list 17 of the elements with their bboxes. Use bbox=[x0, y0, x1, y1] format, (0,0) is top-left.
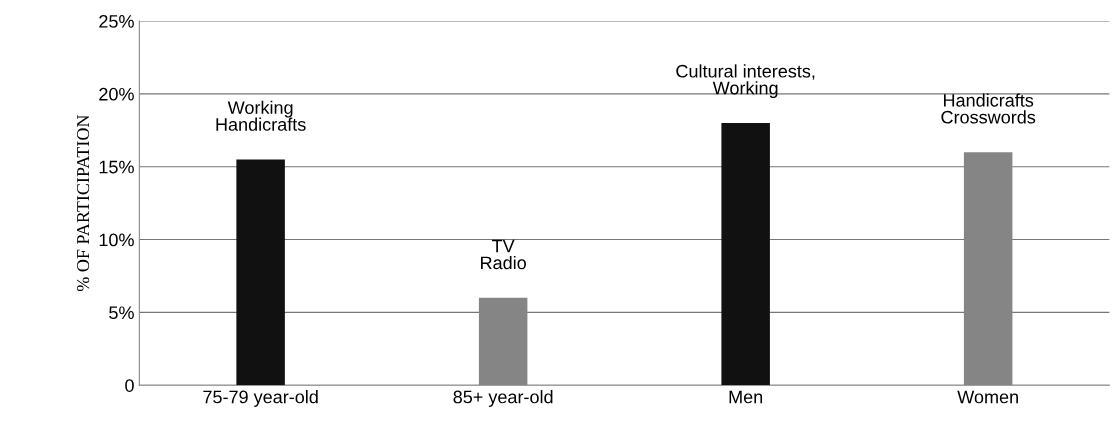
x-tick-label: Women bbox=[957, 390, 1018, 404]
y-tick-label: 0 bbox=[125, 379, 134, 392]
x-tick-label: 85+ year-old bbox=[453, 390, 553, 407]
bar bbox=[721, 123, 770, 386]
annotation: Handicrafts Crosswords bbox=[941, 93, 1036, 124]
y-tick-label: 20% bbox=[99, 87, 134, 101]
annotation: Working Handicrafts bbox=[216, 100, 306, 131]
y-tick-label: 15% bbox=[99, 160, 134, 174]
y-tick-label: 5% bbox=[109, 306, 134, 320]
y-tick-label: 25% bbox=[99, 14, 134, 28]
annotation: Cultural interests, Working bbox=[676, 64, 815, 99]
y-axis-title: % OF PARTICIPATION bbox=[76, 114, 90, 292]
annotation: TV Radio bbox=[481, 239, 526, 270]
bar bbox=[236, 159, 285, 386]
y-tick-label: 10% bbox=[99, 233, 134, 247]
x-tick-label: Men bbox=[729, 390, 763, 404]
x-tick-label: 75-79 year-old bbox=[203, 390, 318, 407]
